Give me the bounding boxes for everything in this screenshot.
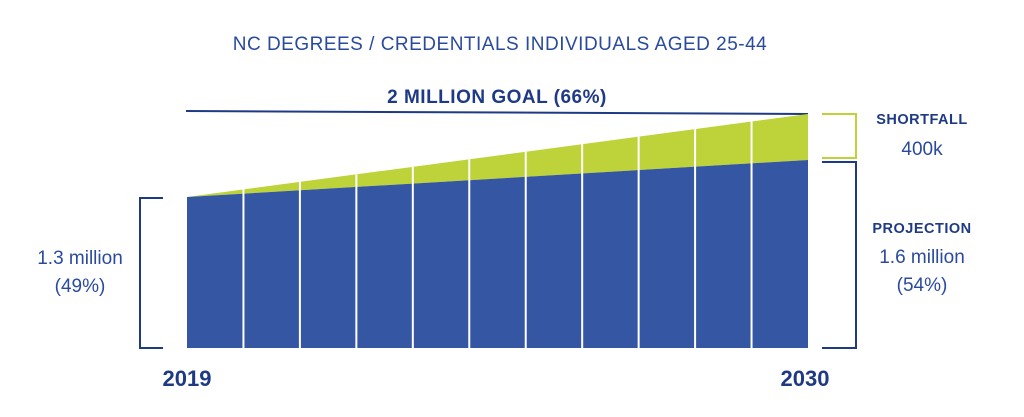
shortfall-bracket: [822, 113, 857, 159]
shortfall-area: [187, 114, 808, 197]
x-tick-label-end: 2030: [781, 366, 830, 391]
goal-label: 2 MILLION GOAL (66%): [387, 87, 607, 108]
projection-label: PROJECTION: [872, 221, 971, 237]
year-dividers: [242, 121, 753, 348]
start-percent-label: (49%): [55, 276, 106, 297]
chart-title: NC DEGREES / CREDENTIALS INDIVIDUALS AGE…: [233, 34, 768, 55]
shortfall-value: 400k: [901, 139, 943, 160]
start-value-label: 1.3 million: [37, 248, 123, 269]
projection-area: [187, 160, 808, 348]
x-tick-label-start: 2019: [163, 366, 212, 391]
shortfall-label: SHORTFALL: [876, 112, 968, 128]
projection-value-label: 1.6 million: [879, 247, 965, 268]
projection-percent-label: (54%): [897, 275, 948, 296]
goal-line: [185, 110, 809, 115]
start-bracket: [139, 197, 163, 349]
projection-bracket: [822, 161, 857, 349]
